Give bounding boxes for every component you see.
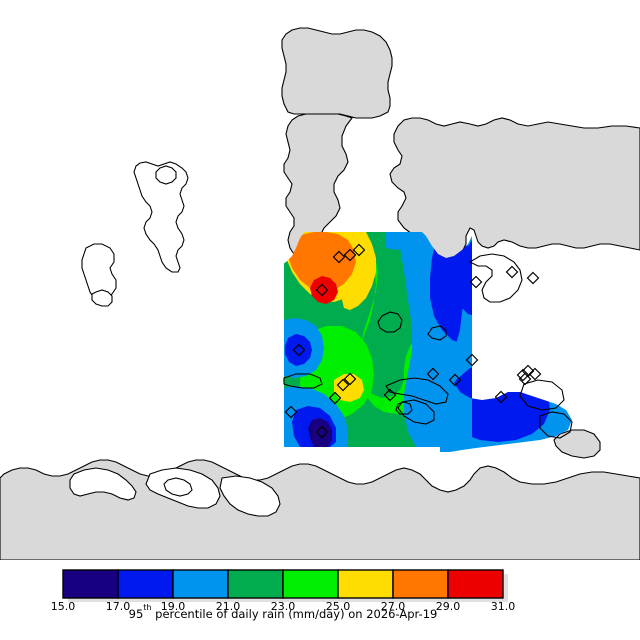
- colorbar-segment-21.0-23.0: [227, 569, 284, 599]
- contour-band-19-21-north: [386, 232, 472, 250]
- coast-island-central: [377, 311, 403, 333]
- coast-peninsula-south2: [397, 399, 435, 425]
- station-marker: [343, 372, 357, 386]
- contour-band-25-27-southcentre: [334, 374, 364, 402]
- colorbar: 15.0 17.0 19.0 21.0 23.0 25.0 27.0 29.0 31.0 95t…: [0, 560, 640, 640]
- colorbar-caption: 95th percentile of daily rain (mm/day) o…: [129, 603, 438, 622]
- station-marker: [343, 248, 357, 262]
- land-layer: [0, 27, 640, 560]
- contour-fill-layer-box: [284, 232, 472, 447]
- station-marker: [505, 265, 519, 279]
- bay-south-west: [69, 467, 137, 501]
- colorbar-tick-31.0: 31.0: [491, 600, 516, 613]
- colorbar-segment-17.0-19.0: [117, 569, 174, 599]
- colorbar-segments: [62, 569, 504, 599]
- station-marker: [328, 391, 342, 405]
- colorbar-segment-25.0-27.0: [337, 569, 394, 599]
- coast-peninsula-south: [385, 377, 449, 405]
- coastline-overlay: [283, 253, 573, 439]
- station-marker: [332, 250, 346, 264]
- station-marker: [315, 283, 329, 297]
- coast-islet-1: [427, 325, 447, 341]
- colorbar-tick-labels: 15.0 17.0 19.0 21.0 23.0 25.0 27.0 29.0 31.0: [51, 600, 516, 613]
- colorbar-segment-29.0-31.0: [447, 569, 504, 599]
- contour-band-15-17-southwest: [308, 418, 332, 447]
- station-marker: [528, 367, 542, 381]
- colorbar-segment-23.0-25.0: [282, 569, 339, 599]
- coast-inlet-southeast: [539, 411, 573, 439]
- colorbar-tick-25.0: 25.0: [326, 600, 351, 613]
- colorbar-segment-15.0-17.0: [62, 569, 119, 599]
- rain-contour-map: [0, 27, 640, 560]
- station-marker: [494, 390, 508, 404]
- contour-band-25-27-east-lobe: [342, 232, 376, 310]
- island-large-west: [133, 161, 189, 273]
- colorbar-tick-17.0: 17.0: [106, 600, 131, 613]
- station-marker: [521, 364, 535, 378]
- colorbar-segment-19.0-21.0: [172, 569, 229, 599]
- contour-band-29-31: [310, 276, 338, 304]
- coast-islet-2: [395, 401, 413, 415]
- colorbar-tick-23.0: 23.0: [271, 600, 296, 613]
- station-marker: [526, 271, 540, 285]
- colorbar-segment-27.0-29.0: [392, 569, 449, 599]
- station-marker: [465, 353, 479, 367]
- station-marker: [426, 367, 440, 381]
- contour-band-17-19-east: [430, 232, 472, 344]
- bay-south-east: [219, 475, 281, 517]
- station-marker: [284, 405, 298, 419]
- station-marker: [469, 275, 483, 289]
- coast-spit-west: [283, 373, 323, 389]
- colorbar-tick-15.0: 15.0: [51, 600, 76, 613]
- colorbar-tick-21.0: 21.0: [216, 600, 241, 613]
- island-tiny-west: [91, 289, 113, 307]
- station-marker: [352, 243, 366, 257]
- station-marker: [383, 388, 397, 402]
- station-markers-layer: [284, 243, 542, 439]
- land-northwest: [283, 113, 353, 259]
- offshore-islands-layer: [81, 161, 189, 307]
- island-west-notch: [155, 165, 177, 185]
- land-east-fragment: [553, 429, 601, 459]
- colorbar-tick-19.0: 19.0: [161, 600, 186, 613]
- station-marker: [448, 373, 462, 387]
- colorbar-tick-29.0: 29.0: [436, 600, 461, 613]
- station-marker: [518, 372, 532, 386]
- coast-island-east: [468, 253, 523, 303]
- contour-band-27-29: [288, 232, 356, 292]
- land-upper-left: [281, 27, 393, 119]
- station-marker: [336, 378, 350, 392]
- contour-band-17-19-west: [285, 334, 312, 366]
- station-marker: [315, 425, 329, 439]
- colorbar-tick-27.0: 27.0: [381, 600, 406, 613]
- station-marker: [516, 368, 530, 382]
- land-northeast: [389, 117, 640, 263]
- station-marker: [292, 343, 306, 357]
- coast-bay-east: [519, 379, 565, 411]
- island-south-inner: [163, 477, 193, 497]
